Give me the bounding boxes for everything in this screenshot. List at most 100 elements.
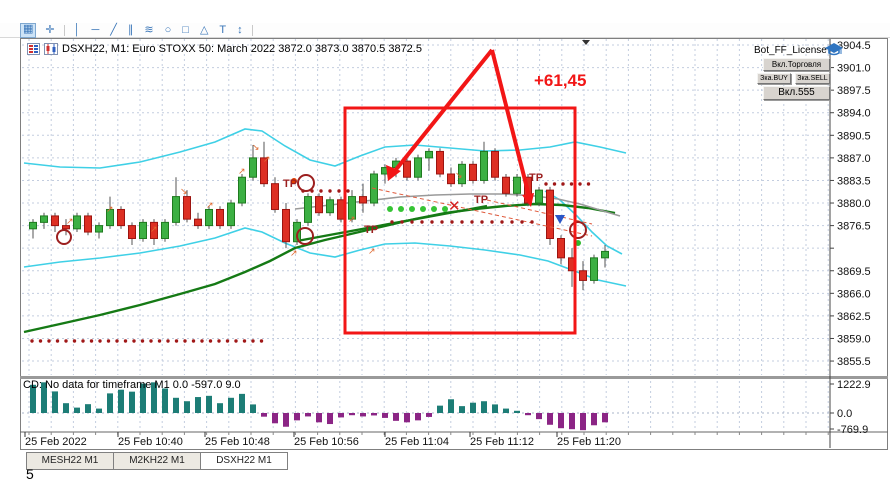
candle-body (238, 176, 246, 204)
horizontal-line-icon[interactable]: ─ (91, 23, 100, 36)
toggle-trading-button[interactable]: Вкл.Торговля (763, 58, 830, 71)
fractal-up-arrow: ↗ (206, 200, 214, 210)
ellipse-icon[interactable]: ○ (164, 23, 172, 36)
signal-dot (166, 339, 170, 343)
price-tick-label: 3897.5 (837, 85, 871, 97)
fractal-up-arrow: ↗ (368, 246, 376, 256)
take-profit-label: TP (364, 224, 378, 236)
fractal-up-arrow: ↗ (66, 216, 74, 226)
close-sell-button[interactable]: Зка.SELL (795, 73, 830, 84)
rectangle-icon[interactable]: □ (182, 23, 189, 36)
close-buy-button[interactable]: Зка.BUY (757, 73, 791, 84)
take-profit-label: TP (529, 172, 543, 184)
pane-separator[interactable] (20, 376, 888, 379)
macd-bar (591, 413, 597, 426)
macd-bar (162, 388, 168, 413)
macd-bar (52, 391, 58, 413)
fractal-up-arrow: ↗ (263, 154, 271, 164)
triangle-icon[interactable]: △ (199, 23, 209, 36)
macd-bar (63, 403, 69, 413)
signal-dot (98, 339, 102, 343)
signal-dot (442, 206, 448, 212)
signal-dot (440, 220, 444, 224)
macd-bar (294, 413, 300, 421)
signal-dot (251, 339, 255, 343)
take-profit-label: TP (474, 194, 488, 206)
signal-dot (337, 189, 341, 193)
crosshair-icon[interactable]: ✛ (45, 23, 55, 36)
signal-dot (480, 220, 484, 224)
macd-bar (74, 407, 80, 413)
arrowhead-right (522, 193, 534, 207)
entry-circle-marker (297, 174, 315, 192)
macd-bar (261, 413, 267, 417)
trendline-icon[interactable]: ╱ (110, 23, 117, 36)
signal-dot (520, 220, 524, 224)
tab-dsxh22-m1[interactable]: DSXH22 M1 (201, 452, 288, 470)
fibonacci-icon[interactable]: ≋ (144, 23, 154, 36)
candle-body (469, 163, 477, 181)
entry-circle-marker (56, 229, 72, 245)
toggle-555-button[interactable]: Вкл.555 (763, 86, 830, 100)
macd-bar (360, 413, 366, 417)
time-tick-label: 25 Feb 2022 (25, 436, 87, 448)
arrows-icon[interactable]: ↕ (237, 23, 243, 36)
candle-body (117, 208, 125, 227)
candle-body (326, 199, 334, 214)
signal-dot (578, 182, 582, 186)
macd-bar (250, 404, 256, 413)
tab-mesh22-m1[interactable]: MESH22 M1 (26, 452, 114, 470)
candle-body (216, 208, 224, 227)
indicator-tick-label: 0.0 (837, 408, 852, 420)
signal-dot (430, 220, 434, 224)
text-icon[interactable]: T (219, 23, 227, 36)
signal-dot (47, 339, 51, 343)
channel-icon[interactable]: ∥ (127, 23, 134, 36)
candle-body (403, 160, 411, 178)
signal-dot (319, 189, 323, 193)
signal-dot (409, 206, 415, 212)
candle-body (29, 221, 37, 230)
signal-dot (530, 220, 534, 224)
signal-dot (191, 339, 196, 343)
graduation-cap-icon (825, 43, 843, 56)
signal-dot (174, 339, 179, 343)
macd-bar (195, 397, 201, 413)
macd-bar (206, 395, 212, 413)
trailing-stop-line (486, 199, 593, 225)
signal-dot (123, 339, 128, 343)
macd-bar (503, 408, 509, 413)
signal-dot (115, 339, 119, 343)
scroll-to-end-marker[interactable] (582, 40, 590, 45)
fractal-up-arrow: ↗ (348, 214, 356, 224)
candle-body (249, 157, 257, 178)
vertical-line-icon[interactable]: │ (73, 23, 81, 36)
macd-bar (272, 413, 278, 424)
bollinger-upper-band (23, 128, 627, 169)
signal-dot (225, 339, 230, 343)
time-tick-label: 25 Feb 10:56 (294, 436, 359, 448)
fractal-up-arrow: ↗ (106, 204, 114, 214)
macd-bar (217, 403, 223, 413)
signal-dot (242, 339, 247, 343)
chart-title-bar: DSXH22, M1: Euro STOXX 50: March 2022 38… (27, 43, 422, 55)
signal-dot (410, 220, 414, 224)
entry-circle-marker (296, 227, 314, 245)
cursor-icon[interactable]: ▦ (20, 22, 37, 38)
toolbar-separator (251, 24, 253, 36)
signal-dot (81, 339, 85, 343)
candle-body (425, 150, 433, 159)
signal-dot (431, 206, 437, 212)
macd-bar (85, 404, 91, 413)
candle-body (601, 250, 609, 259)
signal-dot (387, 206, 393, 212)
macd-bar (536, 413, 542, 420)
macd-bar (239, 393, 245, 413)
trailing-stop-line (371, 187, 593, 237)
signal-dot (544, 182, 548, 186)
macd-bar (151, 382, 157, 413)
candle-body (73, 215, 81, 230)
signal-dot (586, 182, 591, 186)
tab-m2kh22-m1[interactable]: M2KH22 M1 (114, 452, 201, 470)
